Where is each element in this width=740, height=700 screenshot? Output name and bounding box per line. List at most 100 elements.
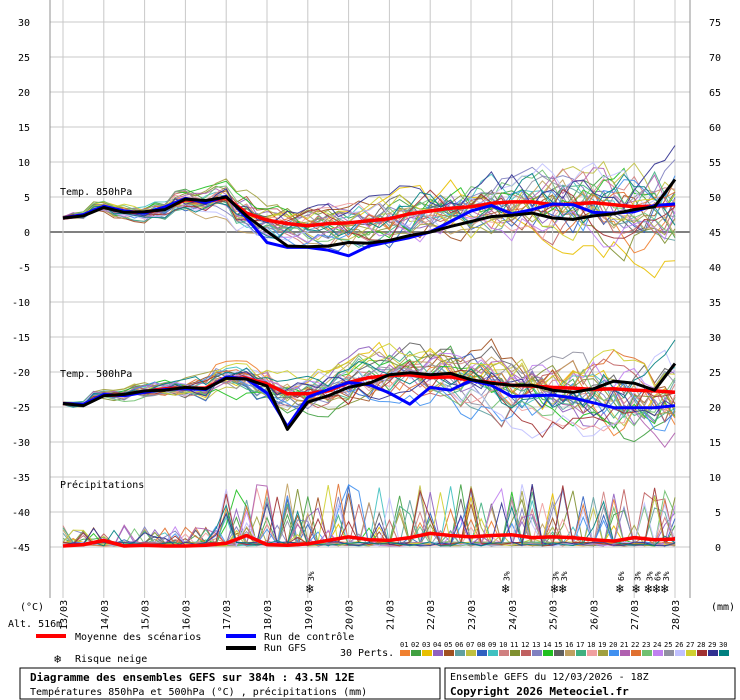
member-number: 03 [422,641,430,649]
legend-mean-label: Moyenne des scénarios [75,631,201,643]
member-swatch [664,650,674,656]
left-tick-label: -20 [12,368,30,379]
right-tick-label: 45 [709,228,721,239]
snow-icon: ❄ [631,582,640,597]
snow-pct: 3% [560,571,569,581]
member-number: 13 [532,641,540,649]
member-line [62,197,676,252]
left-tick-label: 30 [18,18,30,29]
left-tick-label: -10 [12,298,30,309]
snow-pct: 3% [633,571,642,581]
snow-icon: ❄ [501,582,510,597]
member-number: 06 [455,641,463,649]
right-tick-label: 50 [709,193,721,204]
member-precip-line [62,485,676,547]
main-runs [62,178,677,548]
right-tick-label: 75 [709,18,721,29]
series-precip [62,531,676,548]
legend-gfs-label: Run GFS [264,643,306,654]
member-swatch [620,650,630,656]
right-tick-label: 65 [709,88,721,99]
member-number: 04 [433,641,441,649]
member-swatch [719,650,729,656]
date-label: 20/03 [345,600,356,630]
member-number: 11 [510,641,518,649]
member-swatch [543,650,553,656]
snow-pct: 3% [662,571,671,581]
snow-icon: ❄ [305,582,314,597]
t850-section-label: Temp. 850hPa [60,187,132,198]
member-number: 20 [609,641,617,649]
member-swatch [488,650,498,656]
member-number: 08 [477,641,485,649]
right-tick-label: 25 [709,368,721,379]
left-tick-label: -40 [12,508,30,519]
series-t850 [62,194,676,258]
left-tick-label: -5 [18,263,30,274]
footer-copyright: Copyright 2026 Meteociel.fr [450,685,629,698]
footer: Diagramme des ensembles GEFS sur 384h : … [19,667,736,700]
right-tick-label: 55 [709,158,721,169]
member-number: 25 [664,641,672,649]
member-line [62,342,676,408]
left-tick-label: 10 [18,158,30,169]
member-line [62,360,676,449]
snow-icon: ❄ [644,582,653,597]
member-swatch [675,650,685,656]
left-tick-label: 5 [24,193,30,204]
series-t850 [62,178,677,249]
date-label: 19/03 [304,600,315,630]
member-number: 22 [631,641,639,649]
snow-pct: 3% [307,571,316,581]
member-swatch [477,650,487,656]
member-number: 19 [598,641,606,649]
member-number: 21 [620,641,628,649]
snow-icon: ❄ [550,582,559,597]
member-number: 02 [411,641,419,649]
snow-pct: 3% [552,571,561,581]
precip-section-label: Précipitations [60,479,144,491]
member-number: 27 [686,641,694,649]
member-number: 12 [521,641,529,649]
member-number: 15 [554,641,562,649]
member-number: 17 [576,641,584,649]
member-line [62,189,676,243]
member-swatch [686,650,696,656]
member-swatch [532,650,542,656]
member-number: 01 [400,641,408,649]
left-tick-label: -45 [12,543,30,554]
member-precip-line [62,500,676,547]
date-label: 27/03 [630,600,641,630]
member-number: 29 [708,641,716,649]
altitude-label: Alt. 516m [8,619,62,630]
date-label: 18/03 [263,600,274,630]
left-tick-label: -35 [12,473,30,484]
left-tick-label: 25 [18,53,30,64]
member-number: 18 [587,641,595,649]
t500-section-label: Temp. 500hPa [60,369,132,380]
member-line [62,366,676,432]
right-tick-label: 15 [709,438,721,449]
member-swatch [510,650,520,656]
footer-run-info: Ensemble GEFS du 12/03/2026 - 18Z [450,672,649,683]
member-swatch [587,650,597,656]
snow-icon: ❄ [652,582,661,597]
member-swatch [422,650,432,656]
date-label: 16/03 [181,600,192,630]
series-t500 [62,362,677,431]
snow-pct: 6% [617,571,626,581]
title-box [19,667,441,700]
date-label: 28/03 [671,600,682,630]
left-tick-label: -30 [12,438,30,449]
member-number: 26 [675,641,683,649]
member-swatch [455,650,465,656]
member-swatch [554,650,564,656]
member-swatch [411,650,421,656]
legend-perts-label: 30 Perts. [340,648,394,659]
date-label: 17/03 [222,600,233,630]
left-tick-label: 0 [24,228,30,239]
legend-snow-icon: ❄ [54,652,61,666]
member-swatch [642,650,652,656]
member-swatch [565,650,575,656]
member-number: 14 [543,641,551,649]
